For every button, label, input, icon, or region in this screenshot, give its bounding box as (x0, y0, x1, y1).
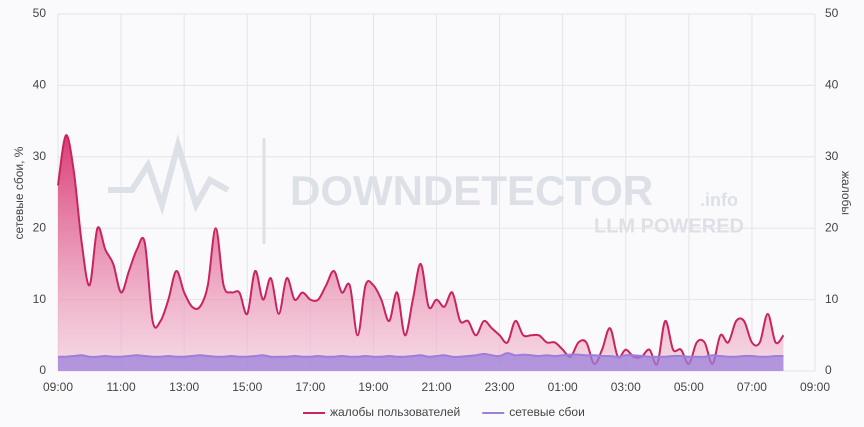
y2-tick-label: 20 (825, 220, 839, 234)
y2-axis-label: жалобы (839, 171, 853, 215)
legend-label: жалобы пользователей (330, 405, 460, 419)
watermark-tagline: LLM POWERED (594, 215, 744, 237)
x-tick-label: 15:00 (232, 380, 262, 394)
watermark-brand: DOWNDETECTOR (290, 167, 653, 214)
x-tick-label: 09:00 (800, 380, 830, 394)
y-tick-label: 30 (33, 149, 47, 163)
y2-tick-label: 30 (825, 149, 839, 163)
x-tick-label: 19:00 (358, 380, 388, 394)
y-tick-label: 20 (33, 220, 47, 234)
x-tick-label: 09:00 (43, 380, 73, 394)
plot (57, 134, 785, 371)
y-tick-label: 50 (33, 6, 47, 20)
series-line (57, 134, 785, 366)
y-axis-label: сетевые сбои, % (12, 146, 26, 239)
x-tick-label: 21:00 (421, 380, 451, 394)
legend-label: сетевые сбои (509, 405, 585, 419)
watermark-icon (108, 133, 230, 216)
y-tick-label: 40 (33, 78, 47, 92)
x-tick-label: 05:00 (674, 380, 704, 394)
y2-tick-label: 0 (825, 363, 832, 377)
series-area (58, 135, 784, 371)
y-tick-label: 0 (39, 363, 46, 377)
watermark-suffix: .info (700, 190, 738, 210)
x-tick-label: 17:00 (295, 380, 325, 394)
y2-tick-label: 50 (825, 6, 839, 20)
grid (57, 13, 816, 372)
x-tick-label: 03:00 (611, 380, 641, 394)
y-tick-label: 10 (33, 292, 47, 306)
legend: жалобы пользователей сетевые сбои (303, 405, 585, 419)
y2-tick-label: 10 (825, 292, 839, 306)
x-tick-label: 13:00 (169, 380, 199, 394)
x-tick-label: 11:00 (107, 380, 136, 394)
y2-tick-label: 40 (825, 78, 839, 92)
x-tick-label: 01:00 (548, 380, 578, 394)
series-line (57, 352, 784, 358)
watermark: DOWNDETECTOR .info LLM POWERED (108, 133, 744, 244)
x-tick-label: 07:00 (737, 380, 767, 394)
x-tick-label: 23:00 (485, 380, 515, 394)
